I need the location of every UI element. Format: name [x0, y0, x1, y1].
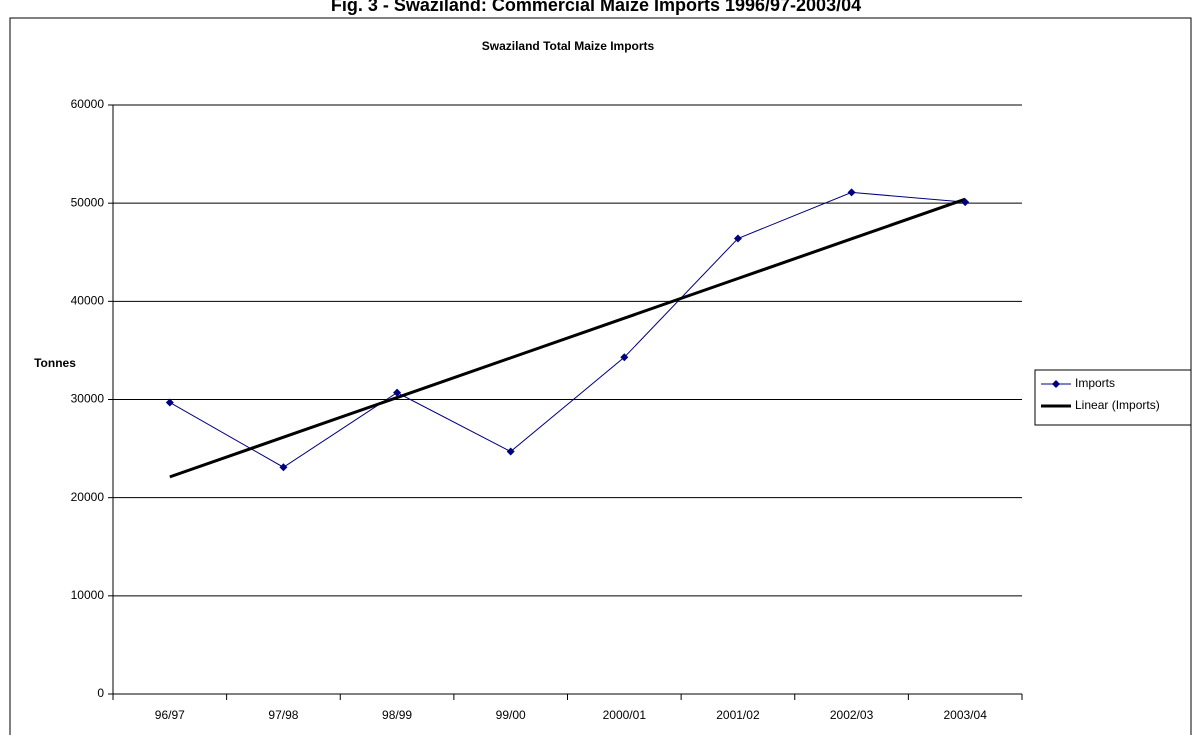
x-tick-label: 2000/01: [603, 708, 647, 722]
data-point: [279, 463, 288, 472]
legend-label: Imports: [1075, 376, 1115, 390]
data-point: [620, 353, 629, 362]
data-point: [961, 198, 970, 207]
x-tick-label: 2001/02: [716, 708, 760, 722]
y-axis-label: Tonnes: [34, 356, 76, 370]
chart-title: Swaziland Total Maize Imports: [482, 39, 655, 53]
data-point: [847, 188, 856, 197]
x-tick-label: 2002/03: [830, 708, 874, 722]
data-point: [506, 447, 515, 456]
y-tick-label: 20000: [71, 490, 105, 504]
series-line: [169, 191, 966, 468]
data-point: [393, 388, 402, 397]
y-tick-label: 0: [97, 686, 104, 700]
x-tick-label: 99/00: [496, 708, 526, 722]
figure-title: Fig. 3 - Swaziland: Commercial Maize Imp…: [331, 0, 861, 15]
legend-marker: [1052, 380, 1060, 388]
x-tick-label: 2003/04: [943, 708, 987, 722]
data-point: [733, 234, 742, 243]
y-tick-label: 10000: [71, 588, 105, 602]
y-tick-label: 30000: [71, 392, 105, 406]
data-point: [165, 398, 174, 407]
x-tick-label: 96/97: [155, 708, 185, 722]
trend-line: [169, 197, 966, 479]
legend-label: Linear (Imports): [1075, 398, 1160, 412]
x-tick-label: 97/98: [268, 708, 298, 722]
y-tick-label: 60000: [71, 97, 105, 111]
y-tick-label: 50000: [71, 195, 105, 209]
y-tick-label: 40000: [71, 294, 105, 308]
legend-box: [1034, 369, 1192, 426]
x-tick-label: 98/99: [382, 708, 412, 722]
